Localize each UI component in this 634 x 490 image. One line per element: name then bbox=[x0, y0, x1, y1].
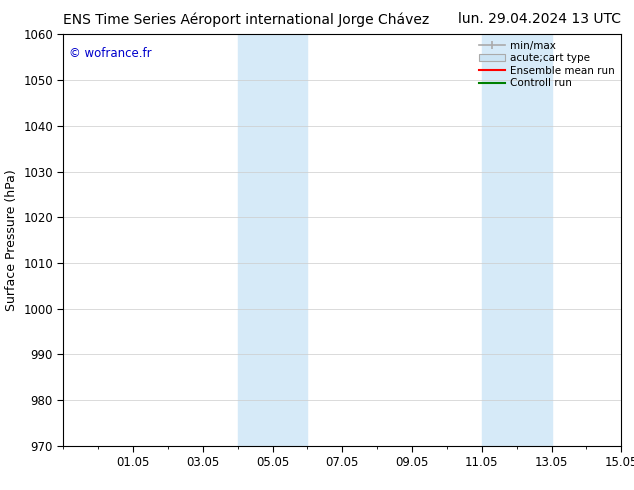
Legend: min/max, acute;cart type, Ensemble mean run, Controll run: min/max, acute;cart type, Ensemble mean … bbox=[475, 36, 619, 93]
Bar bbox=[482, 34, 552, 446]
Title: ENS Time Series Aéroport international Jorge Chávez     lun. 29.04.2024 13 UTC: ENS Time Series Aéroport international J… bbox=[0, 489, 1, 490]
Text: lun. 29.04.2024 13 UTC: lun. 29.04.2024 13 UTC bbox=[458, 12, 621, 26]
Text: © wofrance.fr: © wofrance.fr bbox=[69, 47, 152, 60]
Text: ENS Time Series Aéroport international Jorge Chávez: ENS Time Series Aéroport international J… bbox=[63, 12, 430, 27]
Y-axis label: Surface Pressure (hPa): Surface Pressure (hPa) bbox=[4, 169, 18, 311]
Bar bbox=[238, 34, 307, 446]
